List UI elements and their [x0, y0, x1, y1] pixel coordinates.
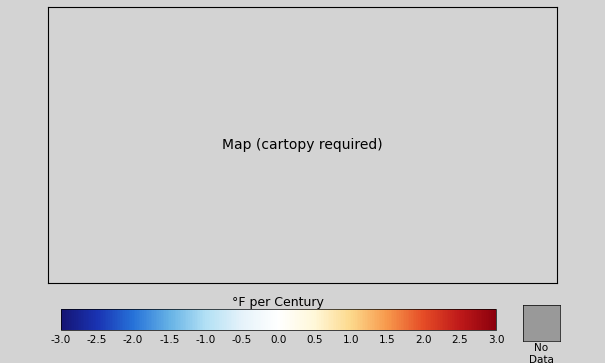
Text: No
Data: No Data: [529, 343, 554, 363]
Text: Map (cartopy required): Map (cartopy required): [222, 138, 383, 152]
X-axis label: °F per Century: °F per Century: [232, 296, 324, 309]
